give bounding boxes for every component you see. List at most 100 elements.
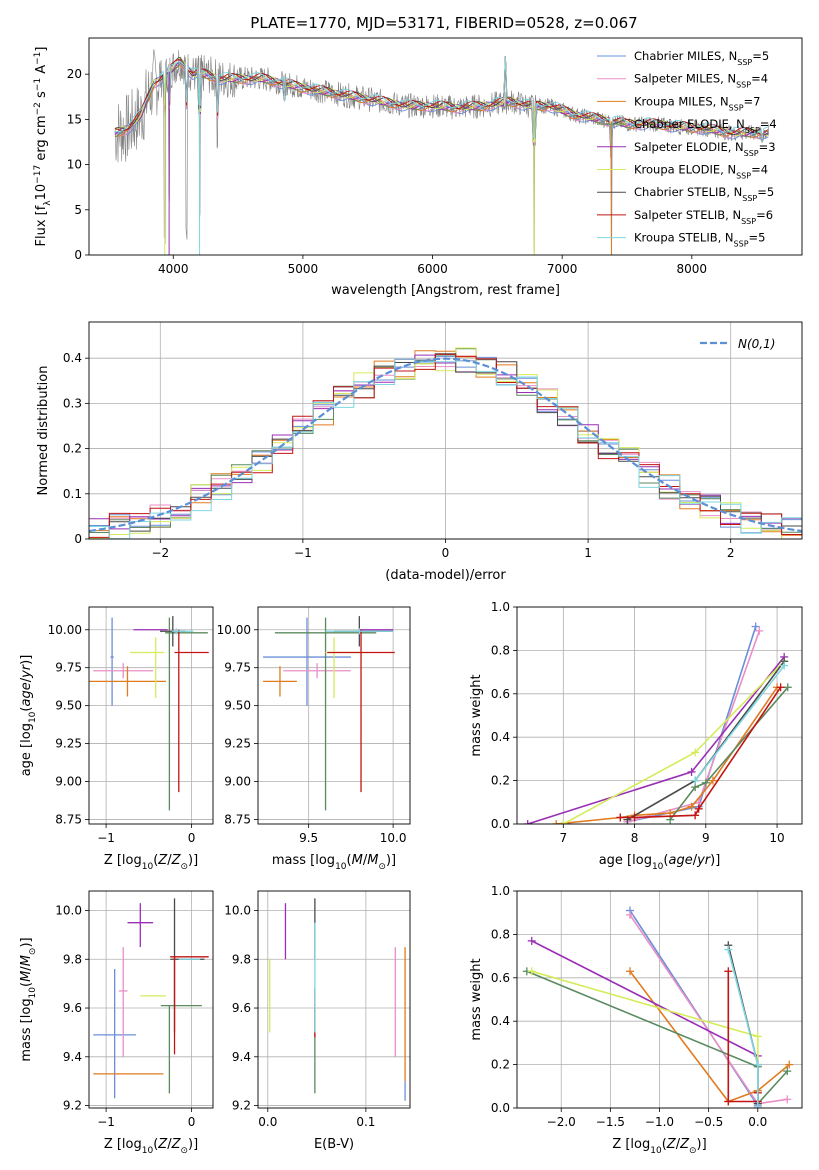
y-tick-label: 1.0 — [491, 600, 510, 614]
legend-subscript: SSP — [729, 103, 744, 112]
y-tick-label: 0.1 — [63, 487, 82, 501]
legend-suffix: =4 — [751, 163, 768, 177]
label-part: / — [693, 853, 698, 868]
mass_vs_EBV-panel: 0.0 0.1 9.2 9.4 9.6 9.8 10.0 E(B-V) — [224, 890, 411, 1152]
error-bars — [93, 898, 209, 1099]
label-part: )] — [710, 853, 720, 868]
y-tick-label: 0.8 — [491, 927, 510, 941]
x-tick-label: 9.5 — [299, 831, 318, 845]
y-tick-label: 9.75 — [55, 661, 82, 675]
y-tick-label: 9.00 — [55, 775, 82, 789]
x-tick-label: −1 — [97, 1115, 115, 1129]
label-part: / — [167, 1137, 172, 1152]
y-tick-label: 0.4 — [491, 730, 510, 744]
series-marker — [691, 748, 700, 757]
series-marker — [559, 820, 568, 824]
series-marker — [751, 622, 760, 631]
y-tick-label: 0.6 — [491, 687, 510, 701]
legend-label: Chabrier STELIB, N — [634, 185, 742, 199]
y-tick-label: 0 — [74, 532, 82, 546]
y-tick-label: 0.3 — [63, 396, 82, 410]
label-part: Z — [157, 1137, 168, 1152]
y-tick-label: 0.2 — [63, 442, 82, 456]
weight-lines — [523, 622, 792, 824]
x-tick-label: 0.1 — [356, 1115, 375, 1129]
series-marker — [755, 626, 764, 635]
normal-curve — [89, 357, 802, 533]
y-tick-label: 9.2 — [63, 1099, 82, 1113]
legend-suffix: =5 — [749, 231, 766, 245]
x-tick-label: 6000 — [417, 262, 448, 276]
series-marker — [626, 910, 635, 919]
spectrum-lines — [114, 49, 770, 255]
x-axis-label: Z [log10(Z/Z⊙)] — [104, 1137, 198, 1156]
label-part: Z — [666, 1137, 677, 1152]
x-axis-label: (data-model)/error — [385, 568, 506, 583]
label-part: A — [34, 65, 49, 78]
y-tick-label: 10.0 — [224, 904, 251, 918]
series-marker — [552, 820, 561, 824]
y-tick-label: 15 — [67, 112, 82, 126]
series-marker — [783, 1095, 792, 1104]
series-marker — [724, 1097, 733, 1106]
y-tick-label: 0.2 — [491, 1058, 510, 1072]
figure-title: PLATE=1770, MJD=53171, FIBERID=0528, z=0… — [250, 14, 637, 32]
legend-label: Kroupa STELIB, N — [634, 231, 734, 245]
x-tick-label: 7000 — [547, 262, 578, 276]
legend-subscript: SSP — [734, 239, 749, 248]
label-part: Z — [171, 853, 182, 868]
legend-label: Kroupa MILES, N — [634, 94, 729, 108]
y-tick-label: 9.50 — [224, 699, 251, 713]
label-part: age [log — [19, 723, 34, 776]
data-point — [130, 637, 165, 699]
legend-label: Salpeter STELIB, N — [634, 208, 741, 222]
y-tick-label: 0.4 — [63, 351, 82, 365]
label-part: )] — [188, 1137, 198, 1152]
spectrum-panel: 4000 5000 6000 7000 8000 0 5 10 15 20 Chabrier MIL… — [33, 37, 803, 298]
series-marker — [687, 802, 696, 811]
y-tick-label: 0 — [74, 248, 82, 262]
label-part: E(B-V) — [314, 1137, 354, 1152]
label-part: yr — [696, 853, 712, 868]
label-part: 10 — [142, 1146, 154, 1156]
legend-label: Kroupa ELODIE, N — [634, 163, 736, 177]
series-marker — [694, 804, 703, 813]
y-tick-label: 0.0 — [491, 1101, 510, 1115]
legend-subscript: SSP — [737, 58, 752, 67]
data-point — [118, 947, 128, 1057]
series-marker — [626, 967, 635, 976]
label-part: Z [log — [104, 1137, 142, 1152]
data-point — [327, 629, 395, 793]
legend-subscript: SSP — [744, 148, 759, 157]
x-tick-label: 10.0 — [380, 831, 407, 845]
legend-entry: Chabrier STELIB, NSSP=5 — [634, 185, 774, 203]
legend-entry: Kroupa MILES, NSSP=7 — [634, 94, 760, 112]
legend-subscript: SSP — [736, 80, 751, 89]
histogram-kroupa-stelib — [89, 358, 802, 539]
y-tick-label: 10.00 — [217, 623, 251, 637]
data-point — [171, 628, 194, 635]
x-axis-label: E(B-V) — [314, 1137, 354, 1152]
label-part: −2 — [33, 102, 43, 115]
x-tick-label: 0.0 — [258, 1115, 277, 1129]
label-part: ( — [19, 707, 34, 712]
series-marker — [783, 1067, 792, 1076]
model-spectrum-salpeter-elodie — [114, 56, 769, 156]
label-part: ( — [153, 1137, 158, 1152]
label-part: −1 — [33, 52, 43, 65]
legend-entry: Salpeter MILES, NSSP=4 — [634, 72, 768, 90]
x-tick-label: −2 — [151, 546, 169, 560]
y-tick-label: 8.75 — [224, 812, 251, 826]
series-marker — [724, 967, 733, 976]
legend-suffix: =5 — [757, 185, 774, 199]
legend-entry: N(0,1) — [738, 337, 775, 351]
series-marker — [776, 683, 785, 692]
label-part: M — [352, 853, 363, 868]
y-tick-label: 9.4 — [63, 1050, 82, 1064]
series-marker — [753, 1032, 762, 1041]
axes-frame — [88, 890, 214, 1109]
legend-entry: Chabrier MILES, NSSP=5 — [634, 49, 769, 67]
